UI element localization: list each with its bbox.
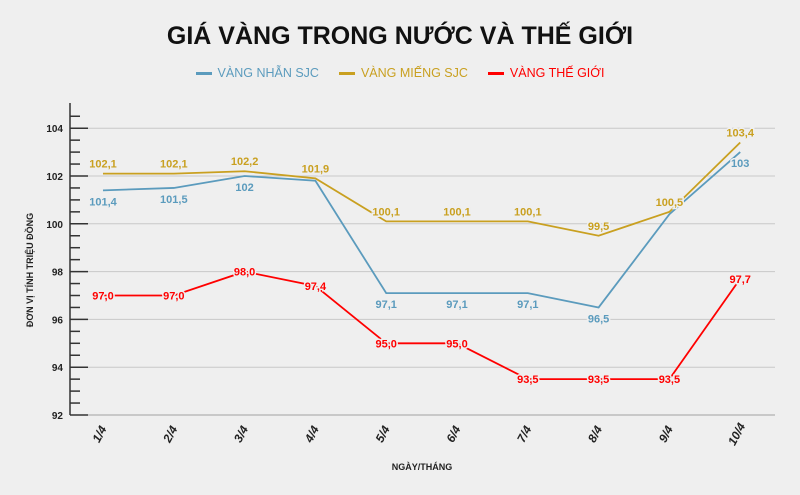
data-label: 102,1 (89, 159, 117, 171)
y-axis-label: ĐƠN VỊ TÍNH TRIỆU ĐỒNG (24, 213, 35, 327)
legend-swatch (487, 71, 504, 75)
series-line-1 (103, 141, 741, 237)
data-label: 100,1 (372, 206, 400, 218)
data-label: 97,0 (163, 291, 184, 303)
data-label: 95,0 (446, 338, 467, 350)
data-label: 98,0 (234, 267, 255, 279)
data-label: 97,1 (375, 299, 396, 311)
data-label: 93,5 (517, 374, 538, 386)
data-label: 95,0 (375, 338, 396, 350)
data-label: 102 (235, 182, 253, 194)
legend-label: VÀNG THẾ GIỚI (509, 66, 605, 80)
data-label: 102,1 (160, 159, 188, 171)
x-tick-label: 1/4 (89, 423, 109, 445)
legend-item-vang-mieng: VÀNG MIẾNG SJC (338, 66, 468, 80)
y-tick-label: 104 (46, 124, 63, 135)
data-label: 97,7 (729, 274, 750, 286)
legend-item-vang-the-gioi: VÀNG THẾ GIỚI (487, 66, 605, 80)
data-label: 99,5 (588, 221, 609, 233)
data-label: 93,5 (588, 374, 609, 386)
x-tick-label: 10/4 (725, 420, 748, 447)
data-label: 103 (731, 158, 749, 170)
data-label: 100,1 (443, 206, 471, 218)
x-tick-label: 7/4 (514, 423, 534, 445)
data-label: 93,5 (659, 374, 680, 386)
data-label: 101,9 (302, 163, 330, 175)
data-label: 97,1 (517, 299, 538, 311)
data-label: 102,2 (231, 156, 259, 168)
series-line-2 (103, 270, 741, 381)
legend-swatch (195, 71, 212, 75)
legend-label: VÀNG MIẾNG SJC (360, 66, 468, 80)
data-label: 100,1 (514, 206, 542, 218)
data-label: 97,0 (92, 291, 113, 303)
legend: VÀNG NHẪN SJC VÀNG MIẾNG SJC VÀNG THẾ GI… (0, 66, 800, 80)
data-label: 101,5 (160, 194, 188, 206)
data-label: 97,1 (446, 299, 467, 311)
x-tick-label: 4/4 (301, 423, 322, 445)
data-label: 100,5 (656, 197, 684, 209)
legend-swatch (338, 71, 355, 75)
x-tick-label: 2/4 (160, 423, 181, 445)
x-tick-label: 8/4 (585, 423, 605, 445)
data-label: 97,4 (305, 281, 327, 293)
x-axis-label: NGÀY/THÁNG (392, 462, 453, 472)
chart-title: GIÁ VÀNG TRONG NƯỚC VÀ THẾ GIỚI (166, 22, 634, 50)
data-label: 103,4 (726, 128, 754, 140)
series-line-0 (102, 151, 741, 309)
y-tick-label: 100 (46, 220, 63, 231)
y-tick-label: 92 (52, 411, 64, 422)
y-tick-label: 96 (52, 315, 64, 326)
legend-item-vang-nhan: VÀNG NHẪN SJC (195, 66, 319, 80)
x-tick-label: 5/4 (373, 423, 393, 445)
x-tick-label: 3/4 (231, 423, 251, 445)
x-tick-label: 6/4 (443, 423, 463, 445)
legend-label: VÀNG NHẪN SJC (217, 66, 319, 80)
x-tick-label: 9/4 (656, 423, 676, 445)
data-label: 96,5 (588, 313, 609, 325)
y-tick-label: 98 (52, 268, 64, 279)
data-label: 101,4 (89, 196, 117, 208)
y-tick-label: 94 (52, 363, 64, 374)
y-tick-label: 102 (46, 172, 63, 183)
